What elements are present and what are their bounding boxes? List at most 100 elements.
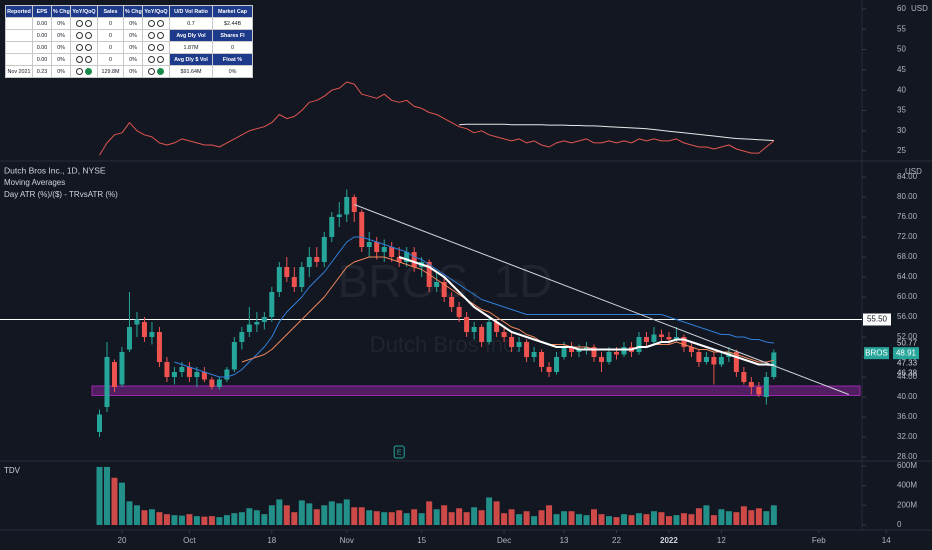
volume-bar [388,512,395,525]
volume-bar [546,505,553,525]
candle-body [696,352,702,362]
symbol-label-box [864,347,889,360]
candle-body [718,357,724,365]
volume-bar [605,516,612,525]
column-header: Market Cap [212,5,253,18]
currency-label: USD [911,4,928,13]
volume-bar [613,517,620,525]
volume-bar [478,510,485,525]
volume-bar [133,505,140,525]
candle-body [209,379,215,387]
candle-body [104,357,110,407]
candle-body [269,292,275,317]
candle-body [606,352,612,362]
indicator-label: Moving Averages [4,178,65,187]
y-tick-label: 32.00 [897,432,918,441]
y-tick-label: 40.00 [897,392,918,401]
cell: 0.00 [32,53,52,66]
volume-bar [148,509,155,525]
volume-bar [366,510,373,525]
currency-label: USD [905,167,922,176]
volume-bar [433,509,440,525]
volume-bar [658,512,665,525]
candle-body [201,372,207,380]
cell [142,41,170,54]
candle-body [389,247,395,257]
volume-bar [493,501,500,525]
cell [142,65,170,78]
volume-bar [523,511,530,525]
cell [5,53,33,66]
volume-bar [268,505,275,525]
cell: 0% [123,29,143,42]
cell: 0 [97,53,124,66]
column-header: EPS [32,5,52,18]
y-tick-label: 25 [897,146,906,155]
x-tick-label: 18 [267,536,276,545]
price-label: 46.38 [897,368,918,377]
candle-body [509,337,515,347]
volume-bar [643,514,650,525]
volume-bar [748,510,755,525]
y-tick-label: 56.00 [897,312,918,321]
status-dot [157,68,164,75]
x-tick-label: Dec [497,536,511,545]
volume-bar [298,500,305,525]
volume-bar [336,503,343,525]
cell: 0.00 [32,29,52,42]
status-dot [148,56,155,63]
candle-body [411,252,417,267]
volume-bar [171,515,178,525]
cell: 0.7 [169,17,213,30]
volume-bar [516,514,523,525]
volume-bar [755,508,762,525]
cell [70,29,98,42]
candle-body [344,197,350,215]
candle-body [434,282,440,287]
y-tick-label: 60 [897,4,906,13]
cell-header: Shares Fl [212,29,253,42]
cell: 0 [212,41,253,54]
status-dot [157,44,164,51]
x-tick-label: 13 [560,536,569,545]
candle-body [576,349,582,352]
candle-body [231,342,237,370]
volume-bar [276,499,283,525]
volume-bar [508,509,515,525]
y-tick-label: 52.00 [897,332,918,341]
y-tick-label: 60.00 [897,292,918,301]
y-tick-label: 55 [897,24,906,33]
candle-body [584,347,590,350]
candle-body [756,387,762,395]
cell: 0% [123,41,143,54]
cell [5,41,33,54]
candle-body [456,307,462,317]
cell: 0 [97,41,124,54]
line [241,256,774,363]
volume-bar [238,512,245,525]
candle-body [539,352,545,367]
y-tick-label: 45 [897,65,906,74]
volume-bar [118,482,125,525]
y-tick-label: 80.00 [897,192,918,201]
candle-body [471,327,477,332]
y-tick-label: 400M [897,481,917,490]
column-header: Sales [97,5,124,18]
status-dot [76,56,83,63]
y-tick-label: 40 [897,85,906,94]
volume-bar [710,515,717,525]
x-tick-label: 22 [612,536,621,545]
volume-bar [403,513,410,525]
status-dot [148,20,155,27]
cell [70,53,98,66]
cell-header: Float % [212,53,253,66]
volume-bar [381,512,388,525]
candle-body [179,367,185,372]
candle-body [246,324,252,332]
volume-bar [351,507,358,525]
cell: 0.00 [32,17,52,30]
y-tick-label: 84.00 [897,172,918,181]
candle-body [366,242,372,247]
line [174,236,774,378]
